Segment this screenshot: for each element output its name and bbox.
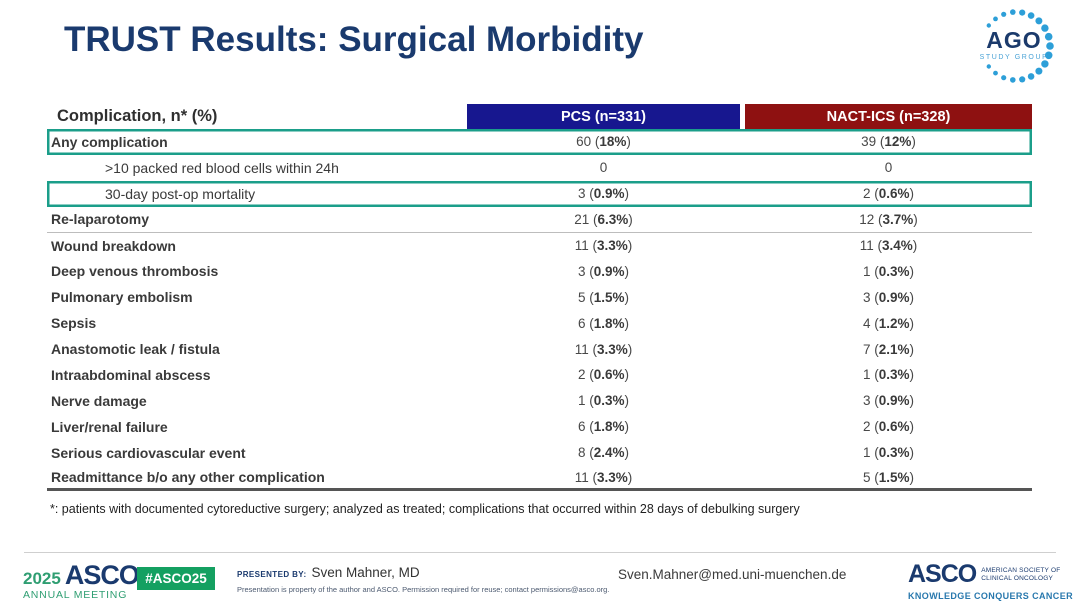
nact-ics-value: 2 (0.6%) <box>862 186 915 202</box>
table-row: Serious cardiovascular event 8 (2.4%) 1 (0… <box>47 440 1032 466</box>
table-row: Liver/renal failure 6 (1.8%) 2 (0.6%) <box>47 414 1032 440</box>
complication-label: 30-day post-op mortality <box>105 185 256 202</box>
complication-label: Liver/renal failure <box>51 418 168 435</box>
pcs-value: 1 (0.3%) <box>577 393 630 409</box>
table-header-row: Complication, n* (%) PCS (n=331) NACT-IC… <box>47 104 1032 129</box>
pcs-value: 0 <box>599 160 608 176</box>
asco-wordmark: ASCO <box>64 560 140 590</box>
asco-society-logo: ASCO AMERICAN SOCIETY OF CLINICAL ONCOLO… <box>908 560 1073 601</box>
complication-label: Anastomotic leak / fistula <box>51 341 220 358</box>
ago-study-group-logo: AGO STUDY GROUP <box>966 4 1066 94</box>
table-row: >10 packed red blood cells within 24h 0 0 <box>47 155 1032 181</box>
ago-logo-text: AGO <box>986 27 1042 53</box>
table-row: Re-laparotomy 21 (6.3%) 12 (3.7%) <box>47 207 1032 233</box>
complication-label: Sepsis <box>51 315 97 332</box>
nact-ics-value: 7 (2.1%) <box>862 341 915 357</box>
complication-label: Serious cardiovascular event <box>51 444 246 461</box>
pcs-value: 8 (2.4%) <box>577 445 630 461</box>
pcs-value: 11 (3.3%) <box>574 238 633 253</box>
ago-logo-subtext: STUDY GROUP <box>979 54 1049 61</box>
complication-label: Re-laparotomy <box>51 211 150 228</box>
nact-ics-value: 5 (1.5%) <box>862 469 915 485</box>
presented-by-label: PRESENTED BY: <box>237 570 307 579</box>
pcs-value: 6 (1.8%) <box>577 315 630 331</box>
hashtag-badge: #ASCO25 <box>137 567 215 590</box>
nact-ics-value: 1 (0.3%) <box>862 445 915 461</box>
copyright-disclaimer: Presentation is property of the author a… <box>237 585 610 594</box>
asco-annual-meeting-logo: 2025 ASCO ANNUAL MEETING <box>23 560 140 601</box>
nact-ics-value: 12 (3.7%) <box>859 211 918 227</box>
complication-label: Wound breakdown <box>51 237 176 254</box>
complication-label: >10 packed red blood cells within 24h <box>105 159 339 176</box>
pcs-value: 11 (3.3%) <box>574 341 633 357</box>
pcs-value: 5 (1.5%) <box>577 289 630 305</box>
ago-dots-circle-icon <box>986 9 1054 83</box>
complication-label: Pulmonary embolism <box>51 289 193 306</box>
complication-label: Any complication <box>51 133 168 150</box>
complication-label: Readmittance b/o any other complication <box>51 469 325 486</box>
pcs-value: 21 (6.3%) <box>574 211 633 227</box>
asco-society-line2: CLINICAL ONCOLOGY <box>981 574 1054 582</box>
table-row: Intraabdominal abscess 2 (0.6%) 1 (0.3%) <box>47 362 1032 388</box>
nact-ics-value: 0 <box>884 160 893 176</box>
table-row: Anastomotic leak / fistula 11 (3.3%) 7 (2.… <box>47 336 1032 362</box>
pcs-value: 2 (0.6%) <box>577 367 630 383</box>
meeting-year: 2025 <box>23 569 61 588</box>
nact-ics-value: 39 (12%) <box>861 134 916 150</box>
footer-divider <box>24 552 1056 553</box>
nact-ics-value: 4 (1.2%) <box>862 315 915 331</box>
asco-wordmark: ASCO <box>908 560 977 588</box>
pcs-value: 11 (3.3%) <box>574 469 633 485</box>
nact-ics-value: 11 (3.4%) <box>859 238 918 253</box>
table-row: Pulmonary embolism 5 (1.5%) 3 (0.9%) <box>47 284 1032 310</box>
complication-label: Nerve damage <box>51 392 147 409</box>
nact-ics-value: 3 (0.9%) <box>862 289 915 305</box>
presenter-email: Sven.Mahner@med.uni-muenchen.de <box>618 567 847 582</box>
column-header-complication: Complication, n* (%) <box>57 107 218 125</box>
presenter-name: Sven Mahner, MD <box>311 565 420 580</box>
page-title: TRUST Results: Surgical Morbidity <box>64 20 644 59</box>
table-row: 30-day post-op mortality 3 (0.9%) 2 (0.6%) <box>47 181 1032 207</box>
column-header-nact-ics: NACT-ICS (n=328) <box>745 104 1032 129</box>
pcs-value: 60 (18%) <box>576 134 631 150</box>
nact-ics-value: 1 (0.3%) <box>862 263 915 279</box>
column-header-pcs: PCS (n=331) <box>467 104 740 129</box>
nact-ics-value: 3 (0.9%) <box>862 393 915 409</box>
table-row: Deep venous thrombosis 3 (0.9%) 1 (0.3%) <box>47 258 1032 284</box>
footnote: *: patients with documented cytoreductiv… <box>50 502 800 516</box>
nact-ics-value: 2 (0.6%) <box>862 419 915 435</box>
complication-label: Intraabdominal abscess <box>51 366 211 383</box>
annual-meeting-label: ANNUAL MEETING <box>23 589 128 601</box>
table-row: Wound breakdown 11 (3.3%) 11 (3.4%) <box>47 233 1032 259</box>
nact-ics-value: 1 (0.3%) <box>862 367 915 383</box>
pcs-value: 3 (0.9%) <box>577 186 630 202</box>
asco-tagline: KNOWLEDGE CONQUERS CANCER <box>908 591 1074 601</box>
pcs-value: 6 (1.8%) <box>577 419 630 435</box>
table-row: Nerve damage 1 (0.3%) 3 (0.9%) <box>47 388 1032 414</box>
table-row: Any complication 60 (18%) 39 (12%) <box>47 129 1032 155</box>
asco-society-line1: AMERICAN SOCIETY OF <box>981 567 1061 575</box>
table-body: Any complication 60 (18%) 39 (12%) >10 pack… <box>47 129 1032 492</box>
table-row: Readmittance b/o any other complication 1… <box>47 466 1032 492</box>
complication-table: Complication, n* (%) PCS (n=331) NACT-IC… <box>47 104 1032 492</box>
pcs-value: 3 (0.9%) <box>577 263 630 279</box>
complication-label: Deep venous thrombosis <box>51 263 219 280</box>
table-row: Sepsis 6 (1.8%) 4 (1.2%) <box>47 310 1032 336</box>
